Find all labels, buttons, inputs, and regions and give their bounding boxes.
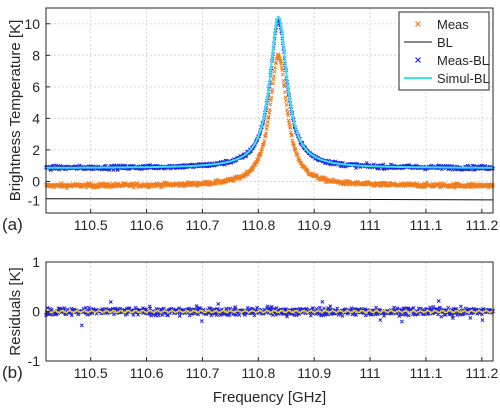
series-smoothed-residuals [45, 308, 494, 315]
panel-label-a: (a) [2, 215, 23, 234]
x-tick-label: 111.2 [465, 217, 498, 233]
legend-label: Meas-BL [437, 53, 489, 68]
legend-item: Meas-BL [415, 53, 489, 68]
y-tick-label: -1 [28, 192, 41, 208]
x-tick-label: 110.7 [185, 217, 219, 233]
series-simul-bl [46, 15, 493, 169]
y-tick-label: 6 [32, 79, 40, 95]
x-tick-label: 111.1 [409, 365, 442, 381]
y-tick-label: 0 [32, 304, 40, 320]
x-axis-label: Frequency [GHz] [213, 389, 326, 406]
series-curve [45, 308, 494, 315]
x-tick-label: 110.8 [241, 365, 275, 381]
x-tick-label: 110.9 [297, 217, 331, 233]
legend-item: Simul-BL [404, 71, 490, 86]
y-tick-label: -1 [28, 353, 41, 369]
x-tick-label: 110.6 [130, 217, 164, 233]
y-tick-label: 10 [24, 16, 40, 32]
x-tick-label: 110.7 [185, 365, 219, 381]
panel-label-b: (b) [2, 363, 23, 382]
y-tick-label: 2 [32, 142, 40, 158]
y-axis-label: Brightness Temperature [K] [7, 20, 24, 201]
plot-area [44, 15, 495, 201]
legend: Meas BL Meas-BL Simul-BL [398, 11, 490, 91]
x-tick-label: 111 [359, 217, 380, 233]
legend-label: BL [437, 35, 453, 50]
y-tick-label: 8 [32, 47, 40, 63]
legend-item: Meas [415, 17, 469, 32]
tick-labels: 110.5 110.6 110.7 110.8 110.9 111 111.1 111.2 -1… [28, 254, 499, 381]
series-curve [46, 15, 493, 169]
legend-label: Meas [437, 17, 469, 32]
x-tick-label: 111 [359, 365, 380, 381]
x-tick-label: 110.6 [130, 365, 164, 381]
axes-frame [45, 7, 494, 214]
x-tick-label: 110.8 [241, 217, 275, 233]
tick-labels: 110.5 110.6 110.7 110.8 110.9 111 111.1 111.2 0 2… [24, 16, 498, 233]
x-tick-label: 110.5 [74, 365, 108, 381]
y-tick-label: 4 [32, 110, 40, 126]
legend-marker [415, 21, 421, 27]
x-tick-label: 111.1 [409, 217, 442, 233]
plot-area [44, 299, 495, 328]
legend-label: Simul-BL [437, 71, 490, 86]
y-axis-label: Residuals [K] [7, 267, 24, 355]
y-tick-label: 0 [32, 173, 40, 189]
panel-b-residuals: 110.5 110.6 110.7 110.8 110.9 111 111.1 111.2 -1… [2, 254, 499, 406]
legend-item: BL [404, 35, 453, 50]
series-bl [45, 198, 494, 201]
x-tick-label: 110.5 [74, 217, 108, 233]
panel-a-brightness-temperature: 110.5 110.6 110.7 110.8 110.9 111 111.1 111.2 0 2… [2, 7, 499, 234]
x-tick-label: 110.9 [297, 365, 331, 381]
series-line [45, 198, 494, 201]
legend-marker [415, 57, 421, 63]
y-tick-label: 1 [32, 254, 40, 270]
x-tick-label: 111.2 [465, 365, 498, 381]
